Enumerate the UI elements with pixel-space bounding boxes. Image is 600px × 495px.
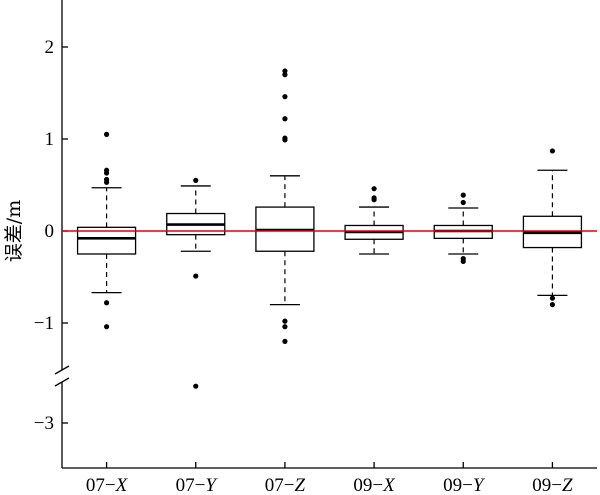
outlier-point: [549, 148, 556, 154]
plot-frame: [54, 0, 597, 469]
box-0: [76, 131, 137, 330]
outlier-point: [193, 273, 199, 279]
axis-break-mark: [54, 365, 70, 375]
y-tick-label: 2: [45, 37, 55, 58]
outlier-point: [282, 318, 288, 324]
outlier-point: [282, 68, 288, 74]
outlier-point: [460, 258, 466, 264]
outlier-point: [193, 383, 199, 389]
box-4: [433, 192, 493, 264]
outlier-point: [193, 177, 199, 183]
outlier-point: [103, 179, 110, 185]
axis-break-mark: [54, 377, 70, 387]
x-tick-label-axis: X: [115, 475, 129, 495]
outlier-point: [371, 197, 377, 203]
box-3: [344, 186, 404, 255]
outlier-point: [460, 192, 466, 198]
y-axis: 2 1 0 −1 −3: [34, 37, 68, 434]
x-tick-label-prefix: 07−: [265, 475, 295, 495]
outlier-point: [371, 186, 377, 192]
x-tick-label-prefix: 07−: [176, 475, 206, 495]
outlier-point: [103, 131, 110, 137]
box-5: [522, 148, 583, 308]
box-series: [76, 68, 583, 389]
x-tick-label-axis: Y: [205, 475, 218, 495]
outlier-point: [282, 324, 288, 330]
outlier-point: [103, 300, 110, 306]
outlier-point: [549, 302, 556, 308]
box-2: [255, 68, 315, 344]
outlier-point: [282, 137, 288, 143]
outlier-point: [282, 72, 288, 78]
outlier-point: [103, 170, 110, 176]
x-axis: 07−X 07−Y 07−Z 09−X 09−Y 09−Z: [86, 462, 573, 495]
x-tick-label-prefix: 09−: [353, 475, 383, 495]
x-tick-label-axis: Z: [294, 475, 305, 495]
box-1: [166, 177, 226, 389]
x-tick-label: 07−X: [86, 475, 129, 495]
x-tick-label-prefix: 09−: [532, 475, 562, 495]
x-tick-label: 09−Z: [532, 475, 573, 495]
outlier-point: [282, 94, 288, 100]
outlier-point: [103, 324, 110, 330]
x-tick-label: 09−X: [353, 475, 396, 495]
outlier-point: [282, 338, 288, 344]
y-tick-label: 0: [45, 221, 55, 242]
x-tick-label-axis: X: [382, 475, 396, 495]
y-axis-label: 误差/m: [3, 200, 25, 262]
x-tick-label: 07−Y: [176, 475, 219, 495]
x-tick-label-axis: Z: [562, 475, 573, 495]
x-tick-label-prefix: 09−: [443, 475, 473, 495]
y-tick-label: −3: [34, 413, 54, 434]
y-tick-label: −1: [34, 313, 54, 334]
outlier-point: [549, 295, 556, 301]
y-tick-label: 1: [45, 129, 55, 150]
box-iqr: [76, 226, 137, 255]
outlier-point: [460, 199, 466, 206]
outlier-point: [282, 116, 288, 122]
x-tick-label-axis: Y: [473, 475, 486, 495]
x-tick-label: 07−Z: [265, 475, 306, 495]
x-tick-label: 09−Y: [443, 475, 486, 495]
x-tick-label-prefix: 07−: [86, 475, 116, 495]
